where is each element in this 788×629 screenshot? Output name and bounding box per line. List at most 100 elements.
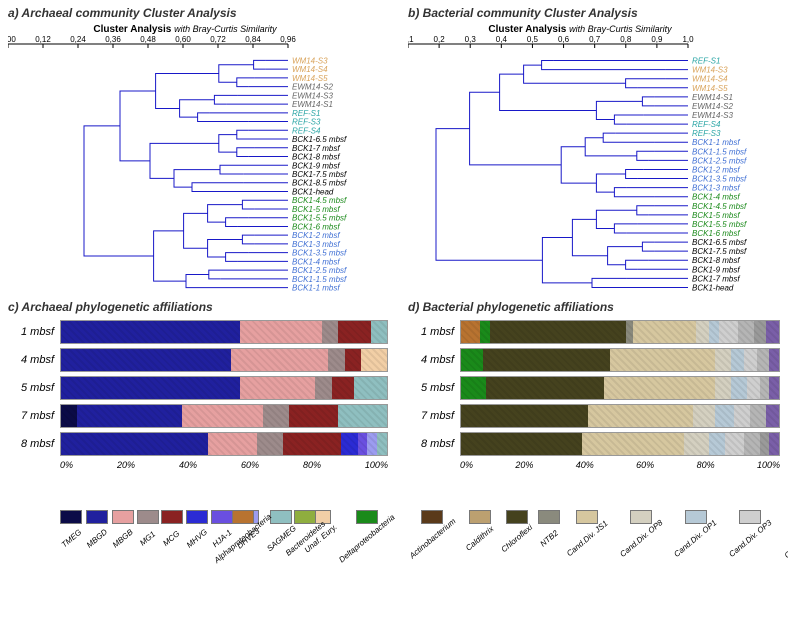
leaf-label: BCK1-2 mbsf bbox=[292, 231, 340, 240]
legend-swatch bbox=[356, 510, 378, 524]
svg-text:1,0: 1,0 bbox=[682, 36, 694, 44]
legend-item: Cand.Div. JS1 bbox=[562, 510, 613, 543]
legend-swatch bbox=[630, 510, 652, 524]
legend-item: Cand.Div. OP8 bbox=[615, 510, 668, 543]
panel-b-subtitle: Cluster Analysis with Bray-Curtis Simila… bbox=[470, 24, 690, 35]
bar-stack bbox=[60, 404, 388, 428]
bar-segment bbox=[358, 433, 368, 455]
legend-swatch bbox=[161, 510, 183, 524]
leaf-label: REF-S3 bbox=[292, 118, 321, 127]
legend-label: Chloroflexi bbox=[500, 523, 535, 554]
bar-ylabel: 1 mbsf bbox=[8, 326, 60, 338]
bar-segment bbox=[633, 321, 697, 343]
bar-segment bbox=[345, 349, 361, 371]
bar-row: 4 mbsf bbox=[8, 348, 388, 372]
legend-item: Cand.Div. OP3 bbox=[724, 510, 777, 543]
x-axis: 0%20%40%60%80%100% bbox=[460, 460, 780, 470]
leaf-label: BCK1-5 mbsf bbox=[292, 205, 340, 214]
leaf-label: REF-S4 bbox=[692, 120, 721, 129]
panel-c-title: c) Archaeal phylogenetic affiliations bbox=[8, 300, 213, 314]
leaf-label: REF-S1 bbox=[692, 57, 720, 66]
bar-segment bbox=[760, 377, 770, 399]
bar-segment bbox=[371, 321, 387, 343]
legend-item: Cand.Div. OP11 bbox=[779, 510, 788, 543]
svg-text:0,36: 0,36 bbox=[105, 36, 121, 44]
bar-segment bbox=[684, 433, 709, 455]
legend-swatch bbox=[576, 510, 598, 524]
bar-stack bbox=[460, 320, 780, 344]
svg-text:0,00: 0,00 bbox=[8, 36, 16, 44]
leaf-label: BCK1-4 mbsf bbox=[692, 193, 740, 202]
bar-segment bbox=[744, 433, 760, 455]
legend-item: Deltaproteobacteria bbox=[332, 510, 402, 543]
legend-swatch bbox=[685, 510, 707, 524]
legend-label: MBGB bbox=[111, 527, 135, 549]
leaf-label: BCK1-3.5 mbsf bbox=[692, 175, 747, 184]
leaf-label: BCK1-8 mbsf bbox=[692, 256, 740, 265]
leaf-label: BCK1-6 mbsf bbox=[692, 229, 740, 238]
bar-segment bbox=[747, 377, 760, 399]
bar-stack bbox=[60, 320, 388, 344]
legend-bacterial: AlphaproteobacteriaBacteroidetesDeltapro… bbox=[408, 510, 780, 543]
svg-text:0,5: 0,5 bbox=[527, 36, 539, 44]
legend-swatch bbox=[421, 510, 443, 524]
bar-row: 5 mbsf bbox=[408, 376, 780, 400]
bar-row: 1 mbsf bbox=[8, 320, 388, 344]
bar-segment bbox=[719, 321, 738, 343]
bar-segment bbox=[731, 377, 747, 399]
bar-row: 4 mbsf bbox=[408, 348, 780, 372]
bar-ylabel: 5 mbsf bbox=[408, 382, 460, 394]
bar-segment bbox=[769, 377, 779, 399]
bar-segment bbox=[766, 405, 779, 427]
bar-ylabel: 4 mbsf bbox=[408, 354, 460, 366]
bar-segment bbox=[760, 433, 770, 455]
x-axis: 0%20%40%60%80%100% bbox=[60, 460, 388, 470]
leaf-label: BCK1-6.5 mbsf bbox=[292, 135, 347, 144]
bar-segment bbox=[744, 349, 757, 371]
legend-label: MCG bbox=[162, 529, 182, 548]
panel-a-subtitle: Cluster Analysis with Bray-Curtis Simila… bbox=[75, 24, 295, 35]
leaf-label: BCK1-4 mbsf bbox=[292, 257, 340, 266]
bar-segment bbox=[231, 349, 329, 371]
bar-segment bbox=[240, 377, 315, 399]
bar-segment bbox=[289, 405, 338, 427]
legend-swatch bbox=[186, 510, 208, 524]
bar-segment bbox=[315, 377, 331, 399]
bar-ylabel: 4 mbsf bbox=[8, 354, 60, 366]
bar-segment bbox=[696, 321, 709, 343]
leaf-label: BCK1-2.5 mbsf bbox=[292, 266, 347, 275]
leaf-label: EWM14-S3 bbox=[692, 111, 733, 120]
bar-ylabel: 5 mbsf bbox=[8, 382, 60, 394]
legend-swatch bbox=[506, 510, 528, 524]
leaf-label: BCK1-6.5 mbsf bbox=[692, 238, 747, 247]
legend-swatch bbox=[294, 510, 316, 524]
legend-label: Cand.Div. JS1 bbox=[565, 519, 610, 558]
svg-text:0,8: 0,8 bbox=[620, 36, 632, 44]
legend-item: Cand.Div. OP1 bbox=[669, 510, 722, 543]
bar-row: 7 mbsf bbox=[408, 404, 780, 428]
legend-label: TMEG bbox=[60, 528, 83, 550]
bar-segment bbox=[367, 433, 377, 455]
dendrogram-a: 0,000,120,240,360,480,600,720,840,96WM14… bbox=[8, 36, 378, 296]
bar-segment bbox=[480, 321, 490, 343]
svg-text:0,9: 0,9 bbox=[651, 36, 663, 44]
bar-segment bbox=[283, 433, 342, 455]
leaf-label: BCK1-6 mbsf bbox=[292, 222, 340, 231]
legend-label: Caldithrix bbox=[464, 524, 495, 552]
leaf-label: BCK1-9 mbsf bbox=[292, 161, 340, 170]
bar-segment bbox=[461, 321, 480, 343]
bar-ylabel: 8 mbsf bbox=[408, 438, 460, 450]
bar-segment bbox=[769, 433, 779, 455]
bar-segment bbox=[61, 405, 77, 427]
bar-segment bbox=[490, 321, 627, 343]
leaf-label: BCK1-3 mbsf bbox=[292, 240, 340, 249]
bar-segment bbox=[377, 433, 387, 455]
leaf-label: REF-S3 bbox=[692, 129, 721, 138]
legend-item: Caldithrix bbox=[463, 510, 496, 543]
leaf-label: WM14-S4 bbox=[292, 65, 328, 74]
bar-ylabel: 1 mbsf bbox=[408, 326, 460, 338]
leaf-label: BCK1-8 mbsf bbox=[292, 153, 340, 162]
bar-segment bbox=[208, 433, 257, 455]
bar-stack bbox=[60, 432, 388, 456]
bar-segment bbox=[715, 349, 731, 371]
